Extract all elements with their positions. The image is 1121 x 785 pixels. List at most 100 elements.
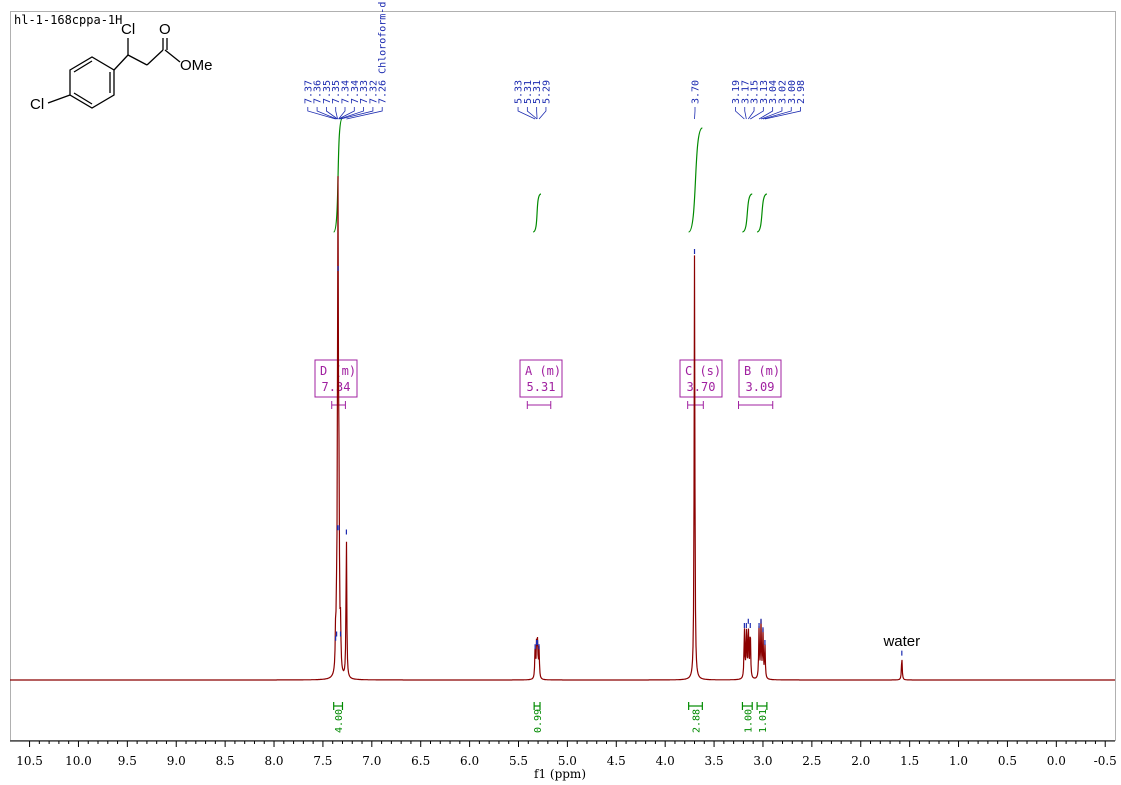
peak-label-connector xyxy=(326,107,338,120)
peak-label-groups: 7.377.367.357.357.347.347.337.327.26 Chl… xyxy=(303,2,807,120)
integral-curve xyxy=(741,193,753,233)
x-tick-label: -0.5 xyxy=(1094,754,1117,768)
peak-label: 3.00 xyxy=(787,80,798,104)
x-tick-label: 6.5 xyxy=(411,754,430,768)
x-tick-label: 7.0 xyxy=(362,754,381,768)
peak-label: 7.26 Chloroform-d xyxy=(378,2,389,104)
x-tick-label: 10.0 xyxy=(65,754,92,768)
chart-title: hl-1-168cppa-1H xyxy=(14,13,122,27)
peak-label-connector xyxy=(335,107,338,120)
x-tick-label: 8.5 xyxy=(216,754,235,768)
multiplet-shift: 3.70 xyxy=(687,380,716,394)
annotations: water xyxy=(882,633,920,650)
peak-label: 7.35 xyxy=(322,80,333,104)
peak-label: 7.32 xyxy=(368,80,379,104)
peak-label: 5.31 xyxy=(523,80,534,104)
multiplet-box xyxy=(679,359,723,398)
peak-label-connector xyxy=(338,107,355,120)
peak-label: 3.17 xyxy=(740,80,751,104)
integration-bar: 1.00 xyxy=(741,702,754,733)
x-axis-label: f1 (ppm) xyxy=(534,767,586,781)
integral-curves xyxy=(333,117,768,233)
x-tick-label: 0.0 xyxy=(1047,754,1066,768)
multiplet-C: C (s) 3.70 xyxy=(679,359,723,409)
multiplet-A: A (m) 5.31 xyxy=(519,359,563,409)
peak-label: 7.33 xyxy=(359,80,370,104)
integral-curve xyxy=(688,127,703,233)
integral-curve xyxy=(756,193,768,233)
peak-label-group: 3.193.173.153.133.043.023.002.98 xyxy=(731,80,807,120)
multiplet-boxes: D (m)7.34 A (m) 5.31 C (s) 3.70 B (m) 3.09 xyxy=(314,359,782,409)
peak-label-connector xyxy=(339,107,364,120)
multiplet-name: C (s) xyxy=(685,364,721,378)
x-tick-label: 1.5 xyxy=(900,754,919,768)
multiplet-shift: 5.31 xyxy=(527,380,556,394)
peak-label: 7.35 xyxy=(331,80,342,104)
x-tick-label: 2.0 xyxy=(851,754,870,768)
water-annotation: water xyxy=(882,633,920,650)
atom-cl-chain: Cl xyxy=(121,21,135,38)
atom-ome: OMe xyxy=(180,57,213,74)
integral-curve xyxy=(532,193,542,233)
peak-label-connector xyxy=(764,107,801,120)
peak-label-connector xyxy=(744,107,747,120)
x-tick-label: 2.5 xyxy=(802,754,821,768)
peak-label: 3.70 xyxy=(691,80,702,104)
x-tick-label: 3.5 xyxy=(705,754,724,768)
peak-label-connector xyxy=(750,107,764,120)
peak-label-connector xyxy=(735,107,745,120)
multiplet-box xyxy=(738,359,782,398)
integral-curve xyxy=(333,117,344,233)
peak-label: 7.34 xyxy=(341,80,352,104)
multiplet-B: B (m) 3.09 xyxy=(738,359,782,409)
integration-value: 1.00 xyxy=(743,709,754,733)
peak-label-connector xyxy=(340,107,374,120)
integration-bar: 0.99 xyxy=(533,702,544,733)
x-tick-label: 5.5 xyxy=(509,754,528,768)
peak-label-group: 3.70 xyxy=(691,80,702,120)
peak-label-group: 5.335.315.315.29 xyxy=(514,80,552,120)
structure-atom-labels: Cl O OMe Cl xyxy=(30,21,213,113)
integration-bar: 2.88 xyxy=(688,702,703,733)
integration-bar: 4.00 xyxy=(333,702,345,733)
atom-cl-ring: Cl xyxy=(30,96,44,113)
integration-bars: 4.00 0.99 2.88 1.00 1.01 xyxy=(333,702,769,733)
peak-label-connector xyxy=(538,107,547,120)
peak-label: 5.29 xyxy=(541,80,552,104)
x-tick-label: 9.5 xyxy=(118,754,137,768)
peak-label-connector xyxy=(338,107,346,120)
peak-label-connector xyxy=(758,107,774,120)
x-tick-label: 7.5 xyxy=(313,754,332,768)
x-tick-label: 6.0 xyxy=(460,754,479,768)
peak-label: 5.31 xyxy=(532,80,543,104)
plot-frame xyxy=(10,11,1116,741)
peak-label-group: 7.377.367.357.357.347.347.337.327.26 Chl… xyxy=(303,2,389,120)
peak-label-connector xyxy=(762,107,792,120)
peak-label: 3.19 xyxy=(731,80,742,104)
peak-label: 2.98 xyxy=(796,80,807,104)
x-tick-label: 8.0 xyxy=(264,754,283,768)
x-tick-label: 9.0 xyxy=(167,754,186,768)
x-tick-label: 5.0 xyxy=(558,754,577,768)
x-tick-label: 1.0 xyxy=(949,754,968,768)
x-tick-label: 10.5 xyxy=(16,754,43,768)
multiplet-name: B (m) xyxy=(744,364,780,378)
peak-label-connector xyxy=(760,107,783,120)
multiplet-box xyxy=(519,359,563,398)
multiplet-shift: 7.34 xyxy=(322,380,351,394)
integration-bar: 1.01 xyxy=(756,702,769,733)
peak-label: 7.34 xyxy=(350,80,361,104)
peak-label: 7.36 xyxy=(313,80,324,104)
peak-label: 7.37 xyxy=(303,80,314,104)
peak-label-connector xyxy=(307,107,336,120)
x-tick-label: 4.5 xyxy=(607,754,626,768)
chemical-structure xyxy=(47,38,181,109)
spectrum-trace xyxy=(10,176,1115,681)
multiplet-D: D (m)7.34 xyxy=(314,359,358,409)
integration-value: 1.01 xyxy=(758,709,769,733)
peak-label-connector xyxy=(747,107,755,120)
integration-value: 4.00 xyxy=(334,709,345,733)
peak-label-connector xyxy=(316,107,337,120)
integration-value: 2.88 xyxy=(691,709,702,733)
